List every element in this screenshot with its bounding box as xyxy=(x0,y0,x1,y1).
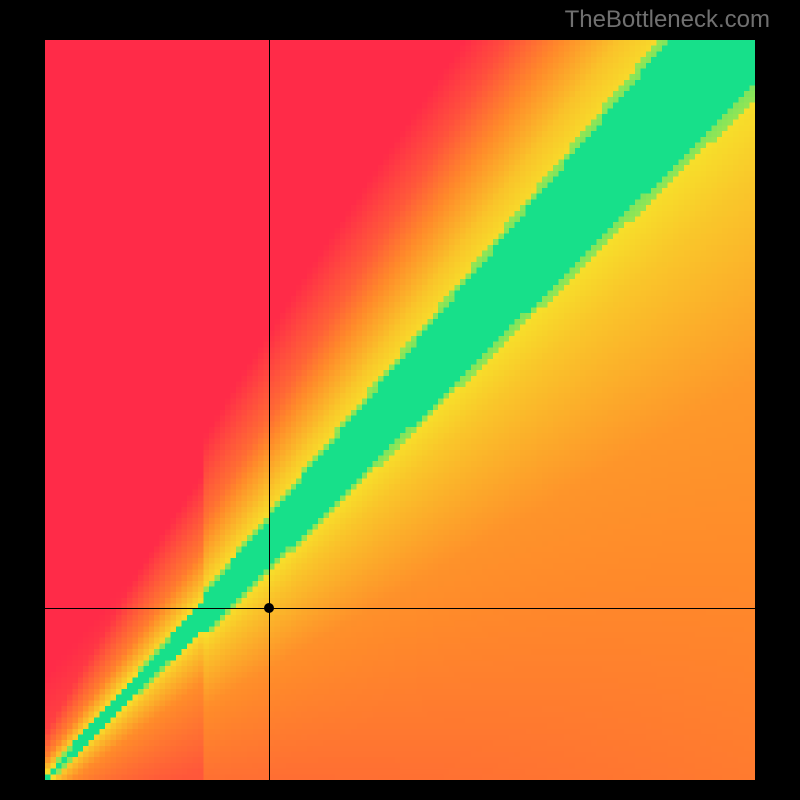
chart-root: TheBottleneck.com xyxy=(0,0,800,800)
watermark-text: TheBottleneck.com xyxy=(565,6,770,34)
crosshair-horizontal xyxy=(45,608,755,609)
heatmap-canvas xyxy=(45,40,755,780)
crosshair-vertical xyxy=(269,40,270,780)
plot-area xyxy=(45,40,755,780)
crosshair-marker xyxy=(264,603,274,613)
